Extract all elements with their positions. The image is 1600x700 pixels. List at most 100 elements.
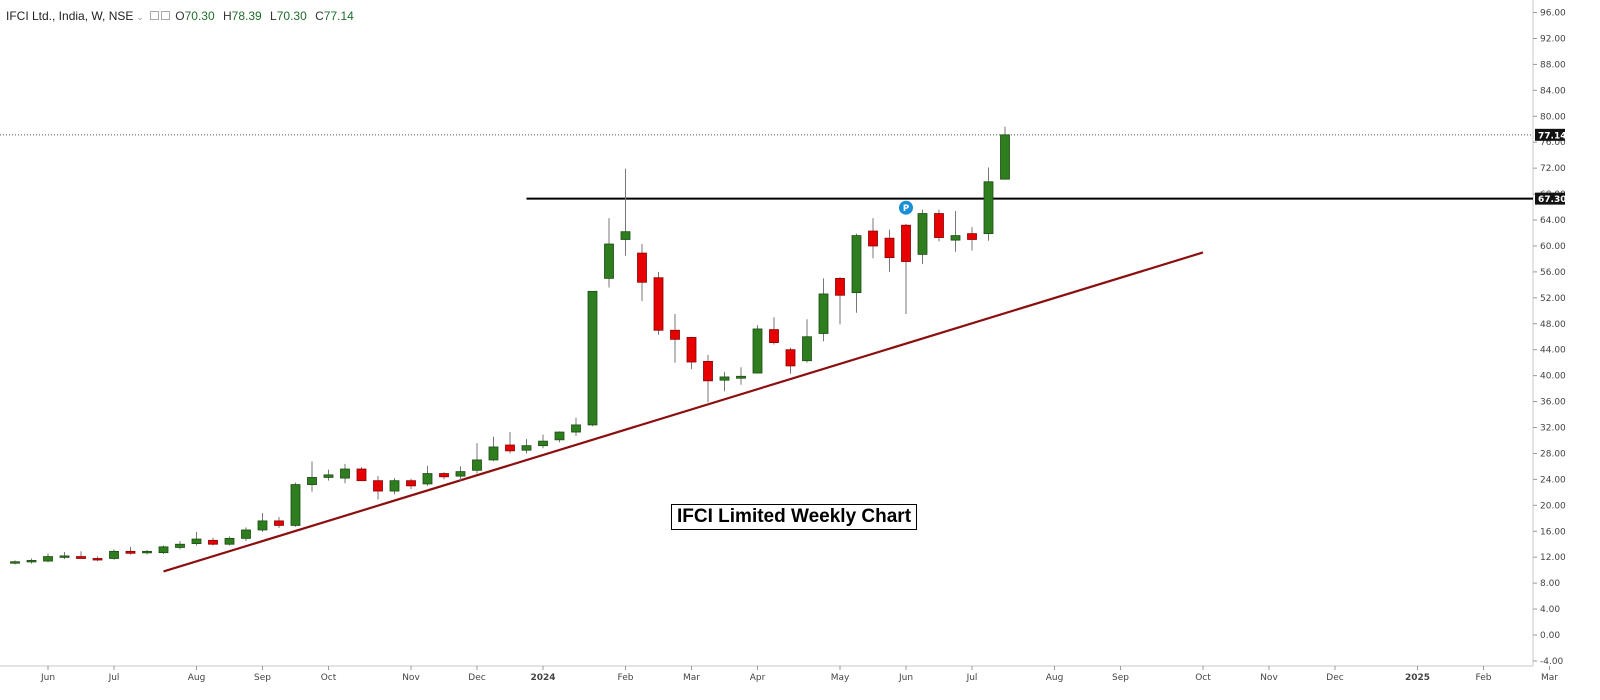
- x-tick-label: Nov: [402, 673, 420, 683]
- candle-up: [521, 439, 532, 454]
- y-tick-label: 88.00: [1540, 60, 1566, 70]
- x-tick-label: 2024: [530, 673, 555, 683]
- p-marker-icon: [899, 200, 913, 215]
- x-tick-label: 2025: [1405, 673, 1430, 683]
- candle-down: [868, 218, 878, 259]
- candle-body: [439, 473, 449, 478]
- y-tick-label: 44.00: [1540, 346, 1566, 356]
- price-axis[interactable]: 96.0092.0088.0084.0080.0076.0072.0068.00…: [1532, 0, 1566, 667]
- candle-up: [323, 469, 334, 481]
- support-trendline: [163, 251, 1204, 573]
- candle-body: [10, 561, 20, 564]
- candle-up: [983, 167, 994, 241]
- resistance-price-badge-bg: [1535, 192, 1565, 205]
- candle-body: [983, 181, 994, 235]
- x-tick-label: Jun: [898, 673, 913, 683]
- open-label: O: [175, 9, 185, 23]
- x-tick-label: Dec: [1326, 673, 1343, 683]
- y-tick-label: 84.00: [1540, 86, 1566, 96]
- y-tick-label: 52.00: [1540, 294, 1566, 304]
- chevron-down-icon[interactable]: ⌄: [136, 12, 144, 22]
- candle-body: [92, 558, 103, 561]
- candle-body: [901, 224, 911, 262]
- x-tick-label: Oct: [1195, 673, 1211, 683]
- chart-overlays: [0, 134, 1533, 573]
- close-label: C: [315, 9, 324, 23]
- candle-body: [323, 474, 334, 478]
- y-tick-label: 72.00: [1540, 164, 1566, 174]
- x-tick-label: Mar: [683, 673, 700, 683]
- candle-body: [571, 424, 581, 433]
- candle-up: [109, 549, 119, 560]
- candle-down: [274, 516, 284, 529]
- candle-body: [719, 376, 730, 381]
- high-label: H: [223, 9, 232, 23]
- candle-body: [406, 480, 416, 487]
- candle-body: [257, 520, 268, 531]
- chart-caption: IFCI Limited Weekly Chart: [671, 504, 918, 530]
- x-tick-label: Feb: [1476, 673, 1492, 683]
- x-tick-label: Mar: [1541, 673, 1558, 683]
- y-tick-label: 8.00: [1540, 579, 1560, 589]
- candle-down: [967, 227, 977, 251]
- y-tick-label: 40.00: [1540, 372, 1566, 382]
- candle-up: [587, 290, 598, 427]
- candle-body: [455, 471, 466, 477]
- candle-down: [769, 317, 779, 345]
- candle-body: [224, 537, 235, 545]
- candle-up: [752, 325, 763, 374]
- candle-up: [604, 218, 614, 288]
- candle-body: [340, 468, 350, 479]
- y-tick-label: 16.00: [1540, 527, 1566, 537]
- candle-down: [901, 223, 911, 315]
- candle-body: [43, 556, 53, 562]
- y-tick-label: 12.00: [1540, 553, 1566, 563]
- y-tick-label: 32.00: [1540, 424, 1566, 434]
- symbol-title[interactable]: IFCI Ltd., India, W, NSE: [6, 9, 134, 23]
- y-tick-label: 64.00: [1540, 216, 1566, 226]
- y-tick-label: 24.00: [1540, 475, 1566, 485]
- candle-up: [241, 527, 251, 541]
- candle-body: [637, 252, 647, 283]
- candle-up: [719, 371, 730, 392]
- candle-up: [340, 463, 350, 484]
- candle-body: [620, 231, 631, 240]
- open-value: 70.30: [184, 9, 215, 23]
- candle-up: [10, 560, 20, 565]
- candle-body: [538, 440, 548, 447]
- y-tick-label: -4.00: [1540, 657, 1564, 667]
- x-tick-label: Apr: [750, 673, 766, 683]
- candle-body: [736, 375, 746, 379]
- candle-body: [967, 233, 977, 240]
- time-axis[interactable]: Jun Jul Aug Sep Oct Nov Dec 2024 Feb Mar Apr May Jun…: [0, 665, 1558, 683]
- y-tick-label: 56.00: [1540, 268, 1566, 278]
- x-tick-label: Sep: [1112, 673, 1129, 683]
- candle-up: [389, 478, 400, 495]
- candle-body: [653, 277, 664, 331]
- candle-down: [208, 537, 218, 546]
- p-marker-label: P: [903, 204, 909, 214]
- candle-down: [92, 556, 103, 562]
- y-tick-label: 48.00: [1540, 320, 1566, 330]
- candle-body: [125, 550, 136, 554]
- last-price-badge: 77.14: [1538, 131, 1566, 141]
- candle-up: [571, 417, 581, 436]
- candle-down: [439, 472, 449, 480]
- candle-up: [290, 482, 301, 527]
- y-tick-label: 0.00: [1540, 631, 1560, 641]
- candle-body: [934, 213, 944, 238]
- candle-body: [241, 529, 251, 539]
- candle-body: [109, 550, 119, 559]
- candle-up: [620, 168, 631, 256]
- candle-body: [686, 336, 697, 363]
- candle-body: [604, 243, 614, 279]
- candle-body: [191, 538, 202, 544]
- x-tick-label: Oct: [321, 673, 337, 683]
- candle-up: [736, 367, 746, 385]
- settings-icon[interactable]: [149, 11, 159, 20]
- y-tick-label: 92.00: [1540, 34, 1566, 44]
- hide-icon[interactable]: [160, 11, 170, 20]
- candle-down: [934, 209, 944, 242]
- x-tick-label: Sep: [254, 673, 271, 683]
